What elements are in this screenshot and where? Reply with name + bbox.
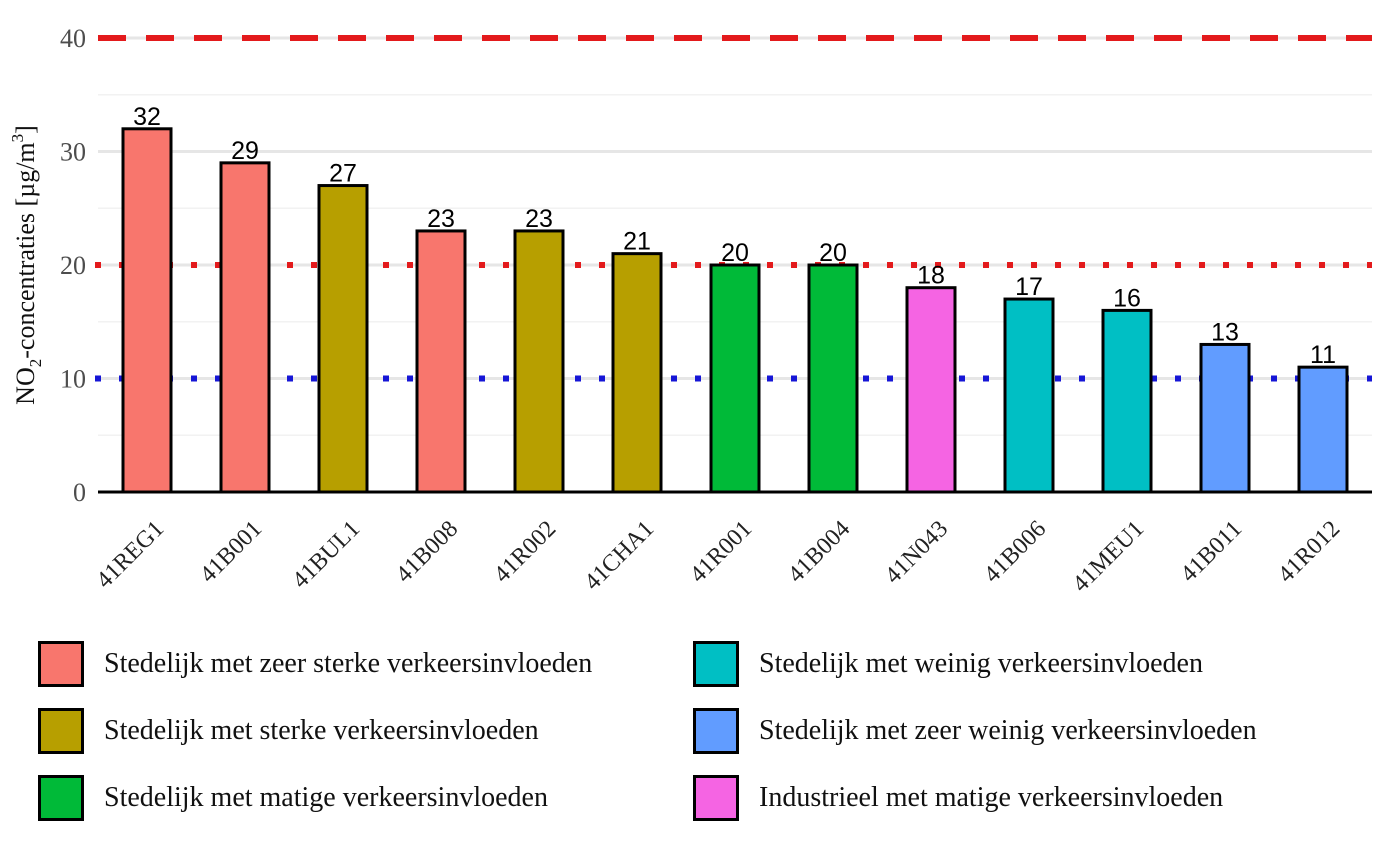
data-label: 27	[329, 160, 357, 188]
ylabel-main: NO	[11, 367, 40, 405]
legend-swatch	[38, 775, 84, 821]
legend-item: Industrieel met matige verkeersinvloeden	[693, 770, 1223, 826]
bar	[415, 229, 467, 494]
legend-label: Stedelijk met matige verkeersinvloeden	[104, 782, 548, 813]
bars	[121, 127, 1349, 494]
x-tick-label: 41REG1	[91, 516, 169, 594]
y-tick-label: 10	[60, 365, 86, 394]
bar	[807, 263, 859, 494]
legend-item: Stedelijk met matige verkeersinvloeden	[38, 770, 548, 826]
y-axis-ticks: 0 10 20 30 40	[60, 24, 86, 507]
bar	[1003, 297, 1055, 494]
data-label: 20	[819, 239, 847, 267]
legend-label: Industrieel met matige verkeersinvloeden	[759, 782, 1224, 813]
bar	[219, 161, 271, 494]
data-label: 17	[1015, 273, 1043, 301]
legend-label: Stedelijk met weinig verkeersinvloeden	[759, 648, 1203, 679]
x-tick-label: 41B004	[783, 516, 855, 588]
bar	[1101, 308, 1153, 494]
data-label: 18	[917, 262, 945, 290]
data-label: 13	[1211, 318, 1239, 346]
ylabel-end: ]	[11, 125, 40, 134]
legend-label: Stedelijk met zeer sterke verkeersinvloe…	[104, 648, 593, 679]
data-label: 23	[427, 205, 455, 233]
bar	[1199, 342, 1251, 494]
data-label: 29	[231, 137, 259, 165]
data-label: 32	[133, 103, 161, 131]
x-tick-label: 41BUL1	[287, 516, 365, 594]
legend-item: Stedelijk met zeer weinig verkeersinvloe…	[693, 703, 1257, 759]
ylabel-sub: 2	[26, 359, 45, 368]
data-labels: 32 29 27 23 23 21 20 20 18 17 16 13 11	[133, 103, 1336, 369]
legend-swatch	[38, 641, 84, 687]
data-label: 20	[721, 239, 749, 267]
data-label: 16	[1113, 284, 1141, 312]
bar	[1297, 365, 1349, 494]
data-label: 21	[623, 228, 651, 256]
bar	[611, 252, 663, 494]
y-tick-label: 0	[73, 478, 86, 507]
y-axis-label: NO2-concentraties [µg/m3]	[8, 125, 45, 405]
x-tick-label: 41B001	[195, 516, 267, 588]
legend-label: Stedelijk met sterke verkeersinvloeden	[104, 715, 539, 746]
ylabel-mid: -concentraties [µg/m	[11, 142, 40, 358]
y-tick-label: 20	[60, 251, 86, 280]
legend-item: Stedelijk met zeer sterke verkeersinvloe…	[38, 636, 592, 692]
x-tick-label: 41MEU1	[1068, 516, 1150, 598]
x-axis-ticks: 41REG1 41B001 41BUL1 41B008 41R002 41CHA1 41R0…	[91, 516, 1345, 598]
x-tick-label: 41R012	[1273, 516, 1345, 588]
legend-swatch	[693, 708, 739, 754]
bar	[317, 184, 369, 494]
legend-swatch	[693, 641, 739, 687]
x-tick-label: 41B008	[391, 516, 463, 588]
bar	[513, 229, 565, 494]
bar	[121, 127, 173, 494]
x-tick-label: 41R001	[685, 516, 757, 588]
legend-label: Stedelijk met zeer weinig verkeersinvloe…	[759, 715, 1257, 746]
y-tick-label: 30	[60, 138, 86, 167]
data-label: 11	[1310, 341, 1336, 369]
legend-item: Stedelijk met sterke verkeersinvloeden	[38, 703, 539, 759]
legend-swatch	[38, 708, 84, 754]
x-tick-label: 41CHA1	[580, 516, 660, 596]
bar	[905, 286, 957, 494]
data-label: 23	[525, 205, 553, 233]
x-tick-label: 41B011	[1176, 516, 1248, 588]
ylabel-sup: 3	[8, 134, 27, 143]
x-tick-label: 41B006	[979, 516, 1051, 588]
x-tick-label: 41N043	[880, 516, 953, 589]
bar	[709, 263, 761, 494]
legend-item: Stedelijk met weinig verkeersinvloeden	[693, 636, 1203, 692]
x-tick-label: 41R002	[489, 516, 561, 588]
y-tick-label: 40	[60, 24, 86, 53]
legend-swatch	[693, 775, 739, 821]
reference-lines	[95, 35, 1372, 382]
